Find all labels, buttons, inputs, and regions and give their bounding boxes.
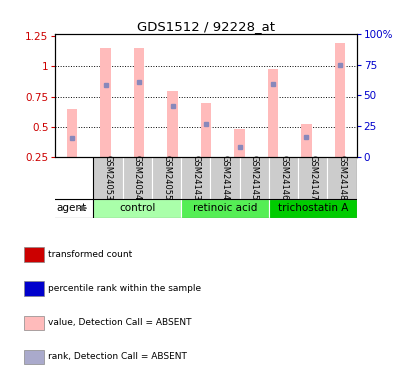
Bar (297, 157, 327, 199)
Bar (267, 69, 278, 157)
Text: GSM24146: GSM24146 (279, 155, 288, 201)
Bar (24, 316, 43, 330)
Text: retinoic acid: retinoic acid (192, 203, 256, 213)
Bar (334, 44, 344, 157)
Bar (24, 247, 43, 261)
Bar (93, 157, 122, 199)
Text: trichostatin A: trichostatin A (277, 203, 347, 213)
Bar (327, 157, 356, 199)
Bar (122, 157, 151, 199)
Text: value, Detection Call = ABSENT: value, Detection Call = ABSENT (47, 318, 191, 327)
Text: transformed count: transformed count (47, 250, 131, 259)
Text: GSM24144: GSM24144 (220, 155, 229, 201)
Bar (210, 157, 239, 199)
Bar (24, 282, 43, 296)
Bar (133, 48, 144, 157)
Text: agent: agent (57, 203, 87, 213)
Text: GSM24055: GSM24055 (162, 155, 171, 201)
Bar (234, 129, 244, 157)
Bar (268, 157, 297, 199)
Bar (200, 103, 211, 157)
Bar (151, 157, 181, 199)
Bar (181, 199, 268, 217)
Text: GSM24054: GSM24054 (133, 155, 142, 201)
Bar (268, 199, 356, 217)
Bar (93, 199, 181, 217)
Title: GDS1512 / 92228_at: GDS1512 / 92228_at (137, 20, 274, 33)
Bar (24, 350, 43, 364)
Bar (67, 109, 77, 157)
Text: GSM24147: GSM24147 (308, 155, 317, 201)
Bar (100, 48, 111, 157)
Text: GSM24053: GSM24053 (103, 155, 112, 201)
Bar (167, 91, 178, 157)
Bar (300, 124, 311, 157)
Text: rank, Detection Call = ABSENT: rank, Detection Call = ABSENT (47, 352, 186, 362)
Bar (239, 157, 268, 199)
Text: GSM24145: GSM24145 (249, 155, 258, 201)
Bar (181, 157, 210, 199)
Text: control: control (119, 203, 155, 213)
Text: GSM24143: GSM24143 (191, 155, 200, 201)
Text: GSM24148: GSM24148 (337, 155, 346, 201)
Text: percentile rank within the sample: percentile rank within the sample (47, 284, 200, 293)
